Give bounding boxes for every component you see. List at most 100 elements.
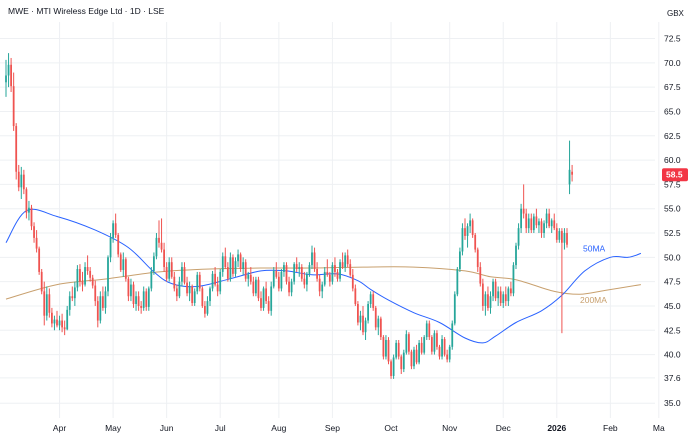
candle	[142, 286, 145, 311]
candle-body	[127, 278, 130, 297]
x-tick-label: Nov	[442, 423, 458, 433]
candle-body	[295, 264, 298, 269]
candle-body	[364, 320, 367, 333]
candle	[517, 223, 520, 250]
candle-body	[395, 342, 398, 358]
candle	[158, 220, 160, 248]
candle	[535, 208, 538, 229]
candle	[479, 262, 482, 287]
candle-body	[193, 291, 196, 304]
x-tick-label: Feb	[603, 423, 618, 433]
candle	[280, 268, 283, 292]
candle	[306, 271, 308, 292]
candle	[229, 252, 232, 282]
candle-body	[372, 294, 375, 308]
candle	[323, 267, 326, 287]
candle-body	[443, 339, 446, 355]
candle-body	[346, 255, 349, 265]
candle-body	[79, 268, 81, 282]
candle	[430, 335, 433, 355]
candle	[260, 291, 262, 311]
candle	[71, 286, 74, 302]
candle	[538, 218, 540, 234]
candle-body	[504, 294, 507, 302]
candle	[367, 301, 369, 324]
candle	[331, 262, 334, 285]
candle	[76, 265, 79, 292]
candle-body	[142, 291, 145, 308]
y-tick-label: 37.6	[664, 373, 681, 383]
candle-body	[147, 288, 150, 307]
candle-body	[405, 334, 408, 353]
candle	[443, 337, 446, 357]
candle-body	[260, 298, 262, 308]
candle	[272, 267, 275, 289]
candle	[209, 286, 211, 306]
candle	[563, 228, 566, 250]
candle-body	[137, 296, 140, 306]
candle-body	[43, 291, 46, 316]
candle	[221, 252, 224, 277]
y-tick-label: 35.0	[664, 398, 681, 408]
candle	[237, 249, 239, 268]
candle	[357, 301, 359, 326]
candle	[30, 204, 33, 231]
candle	[86, 255, 89, 275]
candle	[33, 222, 35, 243]
candle-body	[201, 288, 204, 306]
candle	[408, 332, 410, 355]
candle-body	[277, 276, 280, 289]
candle-body	[209, 288, 211, 302]
candle-body	[410, 351, 413, 367]
candle	[35, 230, 38, 253]
candle	[178, 276, 181, 299]
50ma-line	[5, 208, 642, 344]
candle-body	[265, 288, 267, 302]
200ma-line	[5, 266, 641, 300]
x-tick-label: 2026	[547, 423, 566, 433]
candle-body	[249, 274, 252, 282]
candle-body	[178, 281, 181, 297]
candle	[239, 252, 242, 272]
x-tick-label: Sep	[325, 423, 340, 433]
candle	[191, 284, 194, 306]
candle-body	[183, 267, 186, 283]
candle	[346, 249, 349, 268]
candle-body	[344, 255, 347, 268]
candle	[453, 291, 456, 326]
candle	[550, 218, 553, 234]
candle-body	[459, 251, 461, 269]
candle-body	[48, 294, 51, 313]
y-tick-label: 72.5	[664, 34, 681, 44]
candle	[211, 270, 214, 292]
candle	[137, 291, 140, 311]
candle	[63, 320, 66, 336]
candle-body	[145, 291, 148, 307]
candle	[321, 281, 324, 299]
candle-body	[216, 284, 219, 292]
candle	[548, 208, 551, 229]
candle	[382, 335, 385, 360]
candle-body	[280, 271, 283, 289]
y-tick-label: 65.0	[664, 106, 681, 116]
candle	[102, 286, 104, 311]
gridlines	[0, 22, 660, 418]
candle-body	[474, 234, 477, 250]
candle	[91, 274, 94, 289]
candle-body	[135, 296, 137, 305]
candle-body	[198, 274, 201, 289]
candle	[438, 344, 441, 360]
candle	[12, 72, 15, 131]
candle-body	[25, 189, 28, 213]
candle	[193, 288, 196, 306]
candle	[20, 166, 23, 199]
candle	[165, 262, 168, 282]
candle-body	[369, 294, 372, 305]
candle-body	[288, 281, 290, 293]
candle-body	[418, 342, 420, 363]
candle-body	[153, 256, 155, 271]
candle-body	[566, 233, 568, 245]
candle	[275, 262, 278, 279]
candle	[5, 59, 7, 97]
candle	[104, 286, 107, 314]
